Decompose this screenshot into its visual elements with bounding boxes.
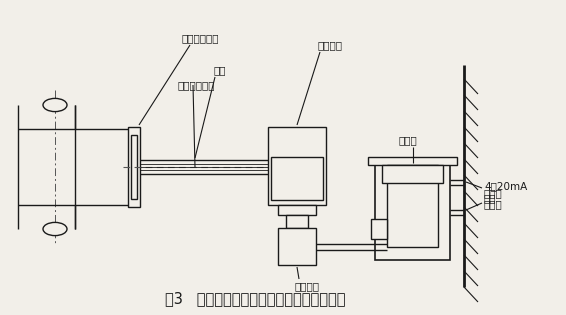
- Bar: [131, 135, 137, 199]
- Ellipse shape: [43, 222, 67, 236]
- Bar: [128, 127, 140, 207]
- Text: 图3   传感器和变送器分离式结构安装示意图: 图3 传感器和变送器分离式结构安装示意图: [165, 291, 345, 306]
- Bar: [375, 165, 450, 260]
- Bar: [271, 157, 323, 200]
- Text: 过程连接法兰: 过程连接法兰: [181, 33, 218, 43]
- Bar: [368, 157, 457, 165]
- Bar: [388, 187, 437, 215]
- Text: 探头: 探头: [214, 65, 226, 75]
- Bar: [268, 127, 326, 205]
- Bar: [371, 219, 387, 238]
- Text: 探头护罩: 探头护罩: [318, 40, 342, 50]
- Text: 供电电
源电缆: 供电电 源电缆: [484, 188, 503, 209]
- Bar: [286, 215, 308, 228]
- Bar: [278, 205, 316, 215]
- Bar: [387, 165, 438, 247]
- Text: 4～20mA
信号: 4～20mA 信号: [484, 181, 528, 203]
- Text: 电极电缆: 电极电缆: [294, 281, 319, 291]
- Text: 线圈绕阻电缆: 线圈绕阻电缆: [178, 80, 216, 90]
- Text: 变送器: 变送器: [398, 135, 417, 145]
- Bar: [278, 228, 316, 265]
- Bar: [382, 165, 443, 183]
- Ellipse shape: [43, 98, 67, 112]
